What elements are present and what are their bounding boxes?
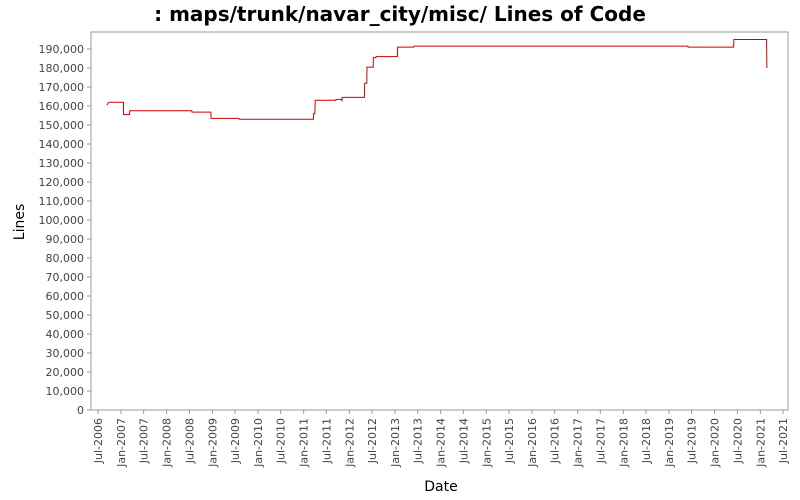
x-tick-label: Jul-2010 [275, 418, 288, 464]
x-tick-label: Jul-2008 [183, 418, 196, 464]
x-tick-label: Jan-2018 [617, 418, 630, 468]
x-tick-label: Jul-2019 [686, 418, 699, 464]
x-tick-label: Jan-2012 [343, 418, 356, 468]
x-tick-label: Jan-2009 [206, 418, 219, 468]
x-tick-label: Jul-2017 [594, 418, 607, 464]
y-tick-label: 10,000 [46, 385, 85, 398]
x-tick-label: Jul-2013 [412, 418, 425, 464]
series-line [106, 39, 768, 120]
y-tick-label: 30,000 [46, 347, 85, 360]
series-layer [106, 39, 768, 120]
x-tick-label: Jan-2017 [572, 418, 585, 468]
y-tick-label: 100,000 [39, 214, 85, 227]
y-tick-label: 130,000 [39, 157, 85, 170]
y-tick-label: 80,000 [46, 252, 85, 265]
y-tick-label: 90,000 [46, 233, 85, 246]
x-tick-label: Jan-2010 [252, 418, 265, 468]
y-tick-label: 180,000 [39, 62, 85, 75]
x-tick-label: Jan-2020 [709, 418, 722, 468]
x-tick-label: Jul-2016 [549, 418, 562, 464]
y-tick-label: 50,000 [46, 309, 85, 322]
x-tick-label: Jul-2006 [92, 418, 105, 464]
y-tick-marks [87, 48, 91, 411]
y-tick-labels: 0 10,000 20,000 30,000 40,000 50,000 60,000 70,… [39, 43, 85, 417]
y-tick-label: 40,000 [46, 328, 85, 341]
y-axis-title: Lines [12, 204, 28, 240]
y-tick-label: 20,000 [46, 366, 85, 379]
x-axis-title: Date [424, 479, 457, 495]
x-tick-label: Jan-2011 [298, 418, 311, 468]
x-tick-label: Jul-2015 [503, 418, 516, 464]
x-tick-marks [97, 410, 784, 414]
x-tick-label: Jul-2021 [777, 418, 790, 464]
x-tick-label: Jan-2013 [389, 418, 402, 468]
y-tick-label: 0 [77, 404, 84, 417]
y-tick-label: 120,000 [39, 176, 85, 189]
x-tick-label: Jan-2014 [435, 418, 448, 468]
y-tick-label: 140,000 [39, 138, 85, 151]
y-tick-label: 170,000 [39, 81, 85, 94]
y-tick-label: 160,000 [39, 100, 85, 113]
y-tick-label: 60,000 [46, 290, 85, 303]
x-tick-label: Jul-2009 [229, 418, 242, 464]
chart-title: : maps/trunk/navar_city/misc/ Lines of C… [154, 2, 646, 26]
x-tick-label: Jul-2020 [731, 418, 744, 464]
x-tick-label: Jul-2014 [457, 418, 470, 464]
x-tick-label: Jan-2008 [161, 418, 174, 468]
x-tick-labels: Jul-2006 Jan-2007 Jul-2007 Jan-2008 Jul-2008… [92, 418, 790, 468]
y-tick-label: 150,000 [39, 119, 85, 132]
x-tick-label: Jan-2021 [754, 418, 767, 468]
y-tick-label: 110,000 [39, 195, 85, 208]
x-tick-label: Jul-2011 [320, 418, 333, 464]
y-tick-label: 190,000 [39, 43, 85, 56]
y-tick-label: 70,000 [46, 271, 85, 284]
x-tick-label: Jul-2018 [640, 418, 653, 464]
x-tick-label: Jan-2019 [663, 418, 676, 468]
x-tick-label: Jan-2007 [115, 418, 128, 468]
x-tick-label: Jul-2007 [138, 418, 151, 464]
x-tick-label: Jan-2015 [480, 418, 493, 468]
x-tick-label: Jul-2012 [366, 418, 379, 464]
x-tick-label: Jan-2016 [526, 418, 539, 468]
plot-area-border [90, 31, 789, 411]
